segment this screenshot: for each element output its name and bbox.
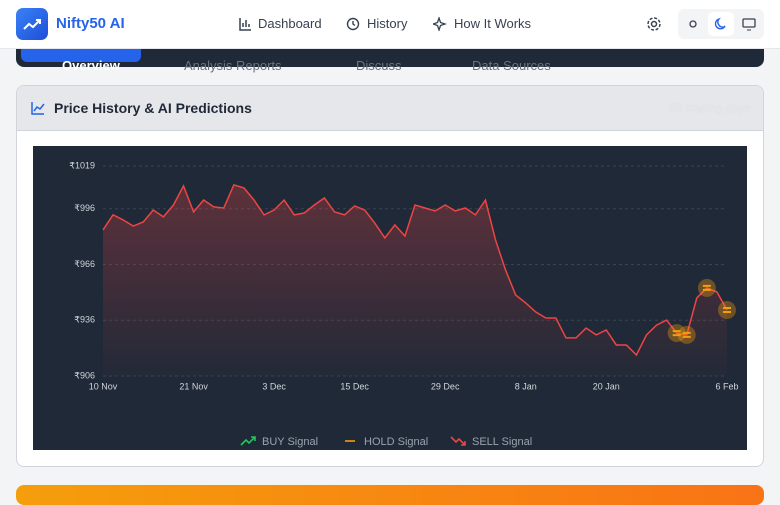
- x-tick-label: 20 Jan: [593, 381, 620, 391]
- signal-glyph: [702, 284, 711, 291]
- price-line: [102, 184, 728, 357]
- y-tick-label: ₹936: [74, 315, 95, 325]
- y-tick-label: ₹1019: [69, 160, 95, 170]
- icon: [239, 18, 251, 31]
- dark-icon[interactable]: [714, 17, 728, 31]
- signal-glyph: [682, 331, 691, 338]
- y-tick-label: ₹966: [74, 259, 95, 269]
- icon: [346, 17, 360, 31]
- tab[interactable]: Discuss: [356, 58, 402, 73]
- tab[interactable]: Data Sources: [472, 58, 551, 73]
- nav-link[interactable]: How It Works: [454, 16, 532, 31]
- legend-icon: [450, 436, 466, 446]
- legend-icon: [240, 436, 256, 446]
- y-tick-label: ₹906: [74, 370, 95, 380]
- tab[interactable]: Overview: [62, 58, 120, 73]
- navbar: Nifty50 AI Dashboard History How It Work…: [0, 0, 780, 49]
- card-header: [17, 86, 763, 131]
- y-tick-label: ₹996: [74, 203, 95, 213]
- legend-label: BUY Signal: [262, 436, 318, 448]
- brand[interactable]: Nifty50 AI: [56, 15, 125, 32]
- signal-marker: [667, 324, 686, 343]
- x-tick-label: 8 Jan: [515, 381, 537, 391]
- settings-icon[interactable]: [646, 16, 662, 32]
- legend-label: HOLD Signal: [364, 436, 428, 448]
- signal-glyph: [723, 307, 731, 314]
- next-card: [16, 485, 764, 505]
- area: [103, 184, 727, 376]
- chart: ₹906 ₹936 ₹966 ₹996 ₹1019 10 Nov 21 Nov 3 Dec 15…: [33, 146, 747, 450]
- system-icon[interactable]: [742, 17, 756, 31]
- logo: [16, 8, 48, 40]
- card-title: Price History & AI Predictions: [54, 100, 252, 116]
- theme-active[interactable]: [708, 12, 734, 36]
- legend-label: SELL Signal: [472, 436, 532, 448]
- x-tick-label: 21 Nov: [179, 381, 208, 391]
- icon: [433, 17, 447, 31]
- signal-marker: [718, 301, 736, 320]
- theme-toggle: [678, 9, 764, 39]
- x-tick-label: 3 Dec: [262, 381, 286, 391]
- x-tick-label: 15 Dec: [340, 381, 369, 391]
- light-icon[interactable]: [686, 17, 700, 31]
- x-tick-label: 10 Nov: [89, 381, 118, 391]
- nav-link[interactable]: History: [367, 16, 408, 31]
- tab[interactable]: Analysis Reports: [184, 58, 282, 73]
- x-tick-label: 6 Feb: [715, 381, 738, 391]
- nav-link[interactable]: Dashboard: [258, 16, 322, 31]
- x-tick-label: 29 Dec: [431, 381, 460, 391]
- chart-icon: [31, 102, 45, 115]
- signal-marker: [697, 278, 716, 297]
- signal-glyph: [672, 330, 681, 337]
- card-subtitle: 63 trading days: [668, 101, 751, 115]
- signal-marker: [677, 325, 696, 344]
